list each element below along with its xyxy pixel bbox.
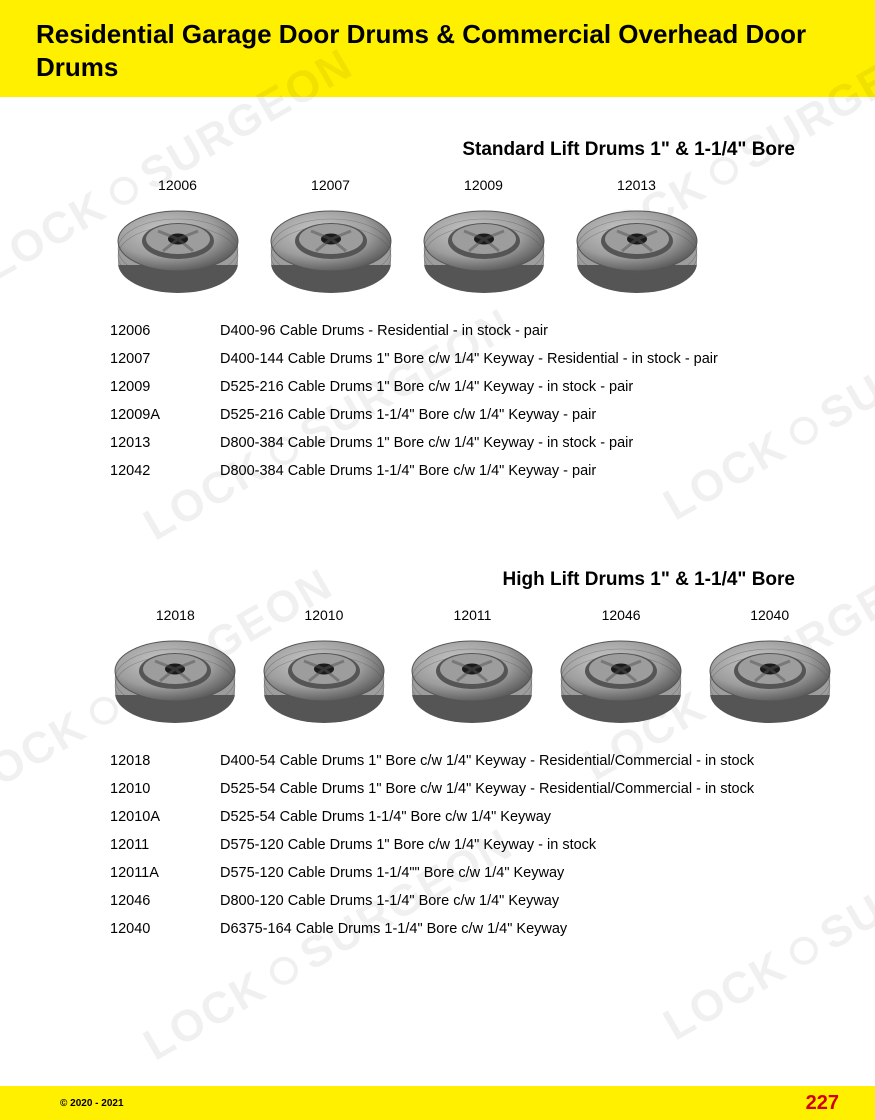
spec-row: 12009AD525-216 Cable Drums 1-1/4" Bore c… (110, 407, 815, 423)
page-title: Residential Garage Door Drums & Commerci… (36, 18, 839, 83)
spec-code: 12006 (110, 323, 220, 339)
spec-code: 12011 (110, 837, 220, 853)
drum-item: 12013 (569, 177, 704, 301)
spec-row: 12046D800-120 Cable Drums 1-1/4" Bore c/… (110, 893, 815, 909)
spec-row: 12013D800-384 Cable Drums 1" Bore c/w 1/… (110, 435, 815, 451)
drum-item: 12046 (556, 607, 687, 731)
content: Standard Lift Drums 1" & 1-1/4" Bore 120… (0, 97, 875, 937)
drum-icon (407, 631, 537, 731)
drum-item: 12007 (263, 177, 398, 301)
drum-code-label: 12040 (750, 607, 789, 623)
drum-item: 12040 (704, 607, 835, 731)
spec-desc: D800-120 Cable Drums 1-1/4" Bore c/w 1/4… (220, 893, 559, 909)
spec-code: 12010A (110, 809, 220, 825)
spec-row: 12007D400-144 Cable Drums 1" Bore c/w 1/… (110, 351, 815, 367)
spec-desc: D525-54 Cable Drums 1-1/4" Bore c/w 1/4"… (220, 809, 551, 825)
spec-row: 12042D800-384 Cable Drums 1-1/4" Bore c/… (110, 463, 815, 479)
spec-row: 12009D525-216 Cable Drums 1" Bore c/w 1/… (110, 379, 815, 395)
spec-code: 12046 (110, 893, 220, 909)
drum-item: 12018 (110, 607, 241, 731)
spec-code: 12009 (110, 379, 220, 395)
page-number: 227 (806, 1092, 839, 1115)
section1-spec-list: 12006D400-96 Cable Drums - Residential -… (110, 323, 815, 479)
spec-code: 12011A (110, 865, 220, 881)
drum-icon (572, 201, 702, 301)
section2-spec-list: 12018D400-54 Cable Drums 1" Bore c/w 1/4… (110, 753, 815, 937)
spec-row: 12006D400-96 Cable Drums - Residential -… (110, 323, 815, 339)
drum-item: 12009 (416, 177, 551, 301)
spec-desc: D800-384 Cable Drums 1" Bore c/w 1/4" Ke… (220, 435, 633, 451)
spec-desc: D400-96 Cable Drums - Residential - in s… (220, 323, 548, 339)
spec-row: 12010D525-54 Cable Drums 1" Bore c/w 1/4… (110, 781, 815, 797)
page-footer: © 2020 - 2021 227 (0, 1086, 875, 1120)
spec-code: 12013 (110, 435, 220, 451)
spec-row: 12011AD575-120 Cable Drums 1-1/4"" Bore … (110, 865, 815, 881)
spec-code: 12042 (110, 463, 220, 479)
drum-icon (556, 631, 686, 731)
page: LOCKSURGEONLOCKSURGEONLOCKSURGEONLOCKSUR… (0, 0, 875, 1120)
drum-code-label: 12009 (464, 177, 503, 193)
spec-desc: D400-54 Cable Drums 1" Bore c/w 1/4" Key… (220, 753, 754, 769)
drum-code-label: 12010 (304, 607, 343, 623)
drum-icon (266, 201, 396, 301)
drum-code-label: 12046 (602, 607, 641, 623)
drum-code-label: 12013 (617, 177, 656, 193)
page-header: Residential Garage Door Drums & Commerci… (0, 0, 875, 97)
spec-desc: D400-144 Cable Drums 1" Bore c/w 1/4" Ke… (220, 351, 718, 367)
spec-row: 12040D6375-164 Cable Drums 1-1/4" Bore c… (110, 921, 815, 937)
drum-code-label: 12018 (156, 607, 195, 623)
spec-desc: D525-54 Cable Drums 1" Bore c/w 1/4" Key… (220, 781, 754, 797)
drum-icon (110, 631, 240, 731)
section2-drum-row: 12018 12010 (110, 607, 835, 731)
spec-code: 12018 (110, 753, 220, 769)
spec-desc: D575-120 Cable Drums 1-1/4"" Bore c/w 1/… (220, 865, 564, 881)
drum-icon (113, 201, 243, 301)
section1-title: Standard Lift Drums 1" & 1-1/4" Bore (80, 139, 795, 161)
spec-desc: D6375-164 Cable Drums 1-1/4" Bore c/w 1/… (220, 921, 567, 937)
section2-title: High Lift Drums 1" & 1-1/4" Bore (80, 569, 795, 591)
spec-row: 12011D575-120 Cable Drums 1" Bore c/w 1/… (110, 837, 815, 853)
drum-code-label: 12006 (158, 177, 197, 193)
spec-row: 12010AD525-54 Cable Drums 1-1/4" Bore c/… (110, 809, 815, 825)
drum-item: 12006 (110, 177, 245, 301)
drum-code-label: 12011 (454, 607, 492, 623)
section1-drum-row: 12006 12007 (110, 177, 835, 301)
copyright-text: © 2020 - 2021 (60, 1098, 124, 1109)
drum-code-label: 12007 (311, 177, 350, 193)
spec-code: 12009A (110, 407, 220, 423)
spec-desc: D800-384 Cable Drums 1-1/4" Bore c/w 1/4… (220, 463, 596, 479)
drum-icon (705, 631, 835, 731)
spec-desc: D575-120 Cable Drums 1" Bore c/w 1/4" Ke… (220, 837, 596, 853)
spec-desc: D525-216 Cable Drums 1" Bore c/w 1/4" Ke… (220, 379, 633, 395)
spec-code: 12010 (110, 781, 220, 797)
spec-code: 12040 (110, 921, 220, 937)
spec-desc: D525-216 Cable Drums 1-1/4" Bore c/w 1/4… (220, 407, 596, 423)
drum-item: 12010 (259, 607, 390, 731)
spec-row: 12018D400-54 Cable Drums 1" Bore c/w 1/4… (110, 753, 815, 769)
drum-item: 12011 (407, 607, 538, 731)
drum-icon (419, 201, 549, 301)
spec-code: 12007 (110, 351, 220, 367)
drum-icon (259, 631, 389, 731)
